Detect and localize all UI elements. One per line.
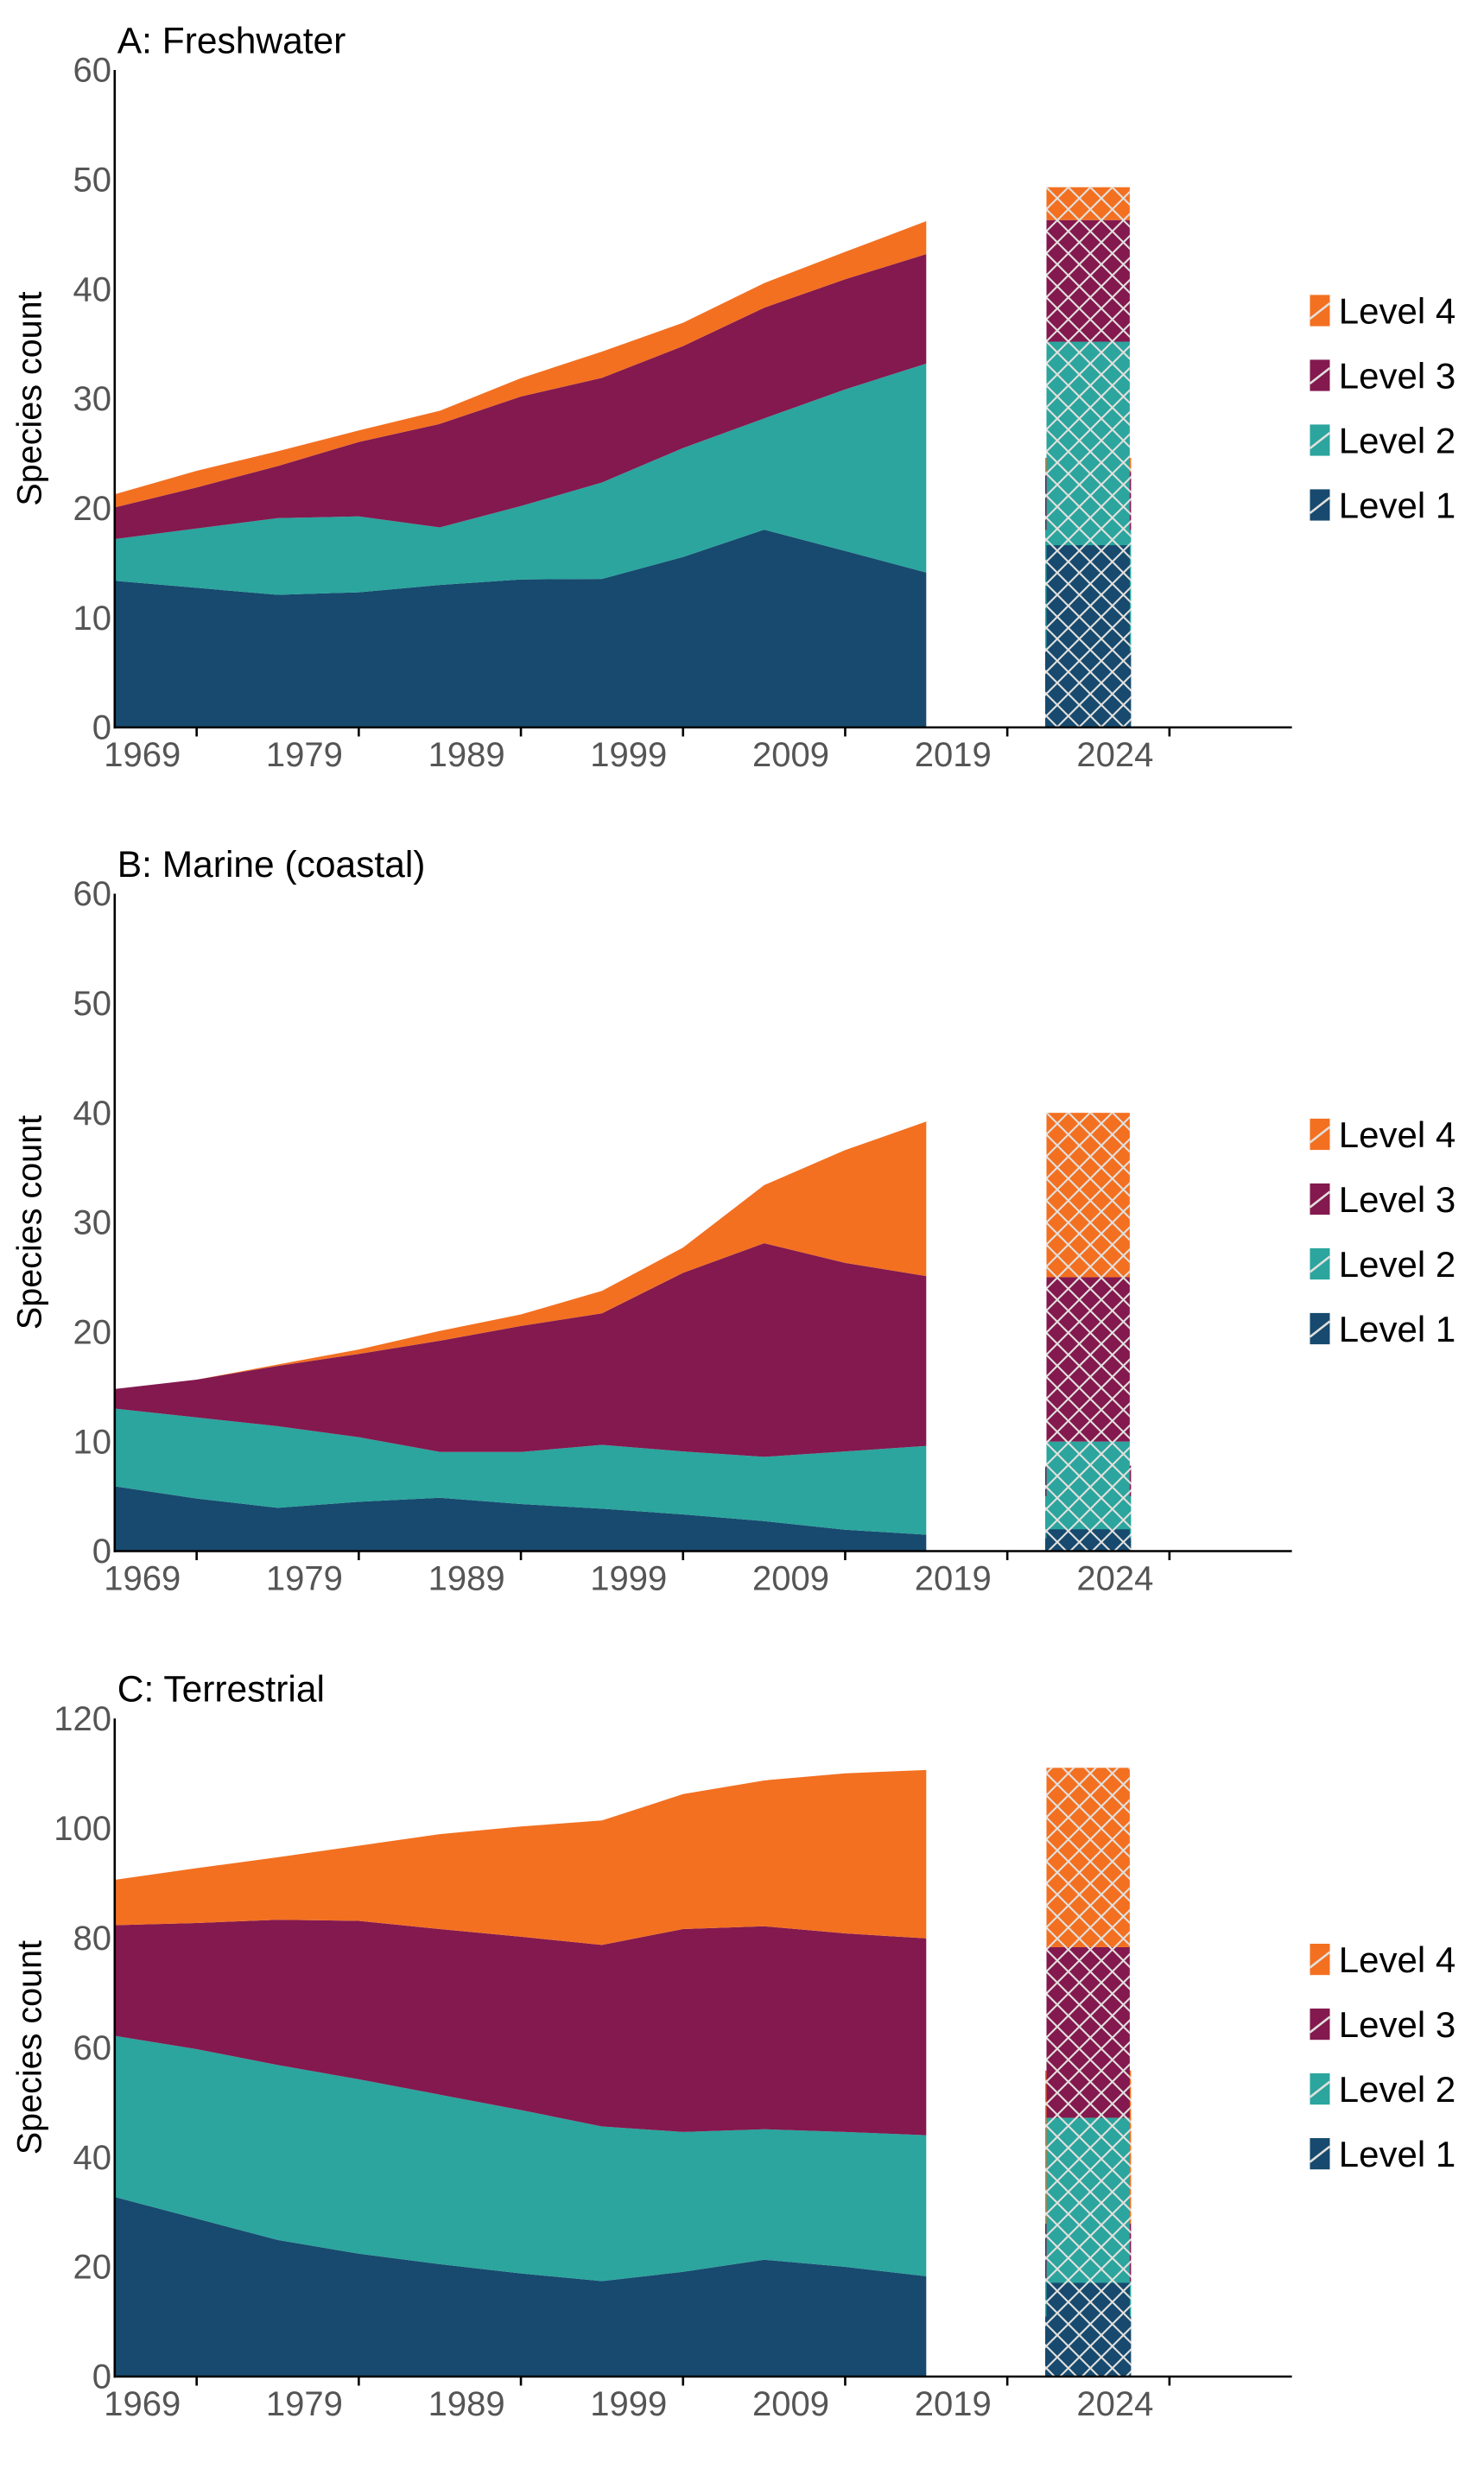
svg-text:60: 60 (73, 875, 112, 913)
svg-text:2009: 2009 (752, 1560, 829, 1598)
svg-text:0: 0 (92, 1533, 111, 1571)
svg-text:Level 1: Level 1 (1339, 2134, 1455, 2174)
svg-text:20: 20 (73, 490, 112, 528)
svg-text:1999: 1999 (590, 736, 667, 774)
svg-text:Level 3: Level 3 (1339, 355, 1455, 396)
svg-text:30: 30 (73, 1204, 112, 1242)
svg-text:2024: 2024 (1076, 2385, 1153, 2423)
svg-text:2019: 2019 (915, 1560, 992, 1598)
svg-text:2019: 2019 (915, 736, 992, 774)
svg-text:Level 3: Level 3 (1339, 1179, 1455, 1220)
svg-text:Level 4: Level 4 (1339, 1114, 1455, 1155)
svg-text:Level 4: Level 4 (1339, 1939, 1455, 1980)
svg-text:2019: 2019 (915, 2385, 992, 2423)
svg-text:100: 100 (54, 1810, 111, 1848)
svg-text:120: 120 (54, 1700, 111, 1738)
svg-text:60: 60 (73, 2029, 112, 2067)
svg-text:50: 50 (73, 985, 112, 1023)
svg-text:40: 40 (73, 270, 112, 308)
svg-text:2024: 2024 (1076, 736, 1153, 774)
svg-text:Level 4: Level 4 (1339, 290, 1455, 331)
svg-text:20: 20 (73, 2249, 112, 2287)
svg-text:1969: 1969 (104, 736, 181, 774)
svg-text:Species count: Species count (11, 1115, 49, 1330)
svg-text:2009: 2009 (752, 2385, 829, 2423)
svg-text:1979: 1979 (266, 1560, 343, 1598)
svg-text:Level 1: Level 1 (1339, 485, 1455, 525)
svg-text:Level 3: Level 3 (1339, 2004, 1455, 2045)
svg-text:1969: 1969 (104, 2385, 181, 2423)
svg-text:1989: 1989 (428, 736, 505, 774)
svg-text:30: 30 (73, 380, 112, 418)
svg-text:60: 60 (73, 52, 112, 90)
svg-text:40: 40 (73, 1095, 112, 1133)
svg-text:10: 10 (73, 600, 112, 638)
svg-text:B: Marine (coastal): B: Marine (coastal) (117, 845, 426, 885)
svg-text:Level 1: Level 1 (1339, 1309, 1455, 1349)
svg-text:40: 40 (73, 2139, 112, 2177)
svg-text:1979: 1979 (266, 736, 343, 774)
svg-text:1969: 1969 (104, 1560, 181, 1598)
svg-text:20: 20 (73, 1314, 112, 1352)
svg-text:Level 2: Level 2 (1339, 420, 1455, 460)
svg-text:50: 50 (73, 162, 112, 200)
svg-text:Species count: Species count (11, 291, 49, 505)
svg-text:Level 2: Level 2 (1339, 2069, 1455, 2110)
svg-text:0: 0 (92, 709, 111, 747)
svg-text:Level 2: Level 2 (1339, 1244, 1455, 1285)
svg-text:0: 0 (92, 2358, 111, 2396)
svg-text:Species count: Species count (11, 1940, 49, 2155)
svg-text:C: Terrestrial: C: Terrestrial (117, 1670, 325, 1710)
svg-text:1989: 1989 (428, 1560, 505, 1598)
svg-text:1999: 1999 (590, 1560, 667, 1598)
svg-text:1989: 1989 (428, 2385, 505, 2423)
svg-text:1979: 1979 (266, 2385, 343, 2423)
svg-text:1999: 1999 (590, 2385, 667, 2423)
svg-text:A: Freshwater: A: Freshwater (117, 22, 346, 62)
svg-text:2009: 2009 (752, 736, 829, 774)
svg-text:10: 10 (73, 1423, 112, 1461)
svg-text:80: 80 (73, 1920, 112, 1958)
svg-text:2024: 2024 (1076, 1560, 1153, 1598)
